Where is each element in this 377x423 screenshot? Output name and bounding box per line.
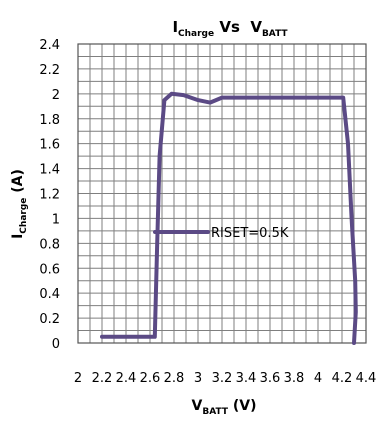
- series-line: [100, 91, 358, 345]
- x-tick-label: 3.2: [212, 371, 233, 386]
- x-tick-label: 3: [194, 371, 202, 386]
- y-tick-label: 1: [52, 212, 60, 227]
- x-tick-label: 2: [74, 371, 82, 386]
- y-tick-label: 2.4: [39, 38, 60, 53]
- chart-grid: [77, 43, 367, 344]
- x-tick-label: 2.8: [164, 371, 185, 386]
- x-axis-label: VBATT (V): [192, 398, 257, 417]
- y-tick-label: 0.8: [39, 237, 60, 252]
- y-tick-label: 1.4: [39, 163, 60, 178]
- x-tick-label: 3.4: [236, 371, 257, 386]
- series-lines: [100, 91, 358, 345]
- y-tick-label: 1.2: [39, 188, 60, 203]
- legend: RISET=0.5K: [153, 226, 289, 241]
- y-tick-label: 0: [52, 337, 60, 352]
- x-tick-label: 3.8: [284, 371, 305, 386]
- y-tick-label: 1.6: [39, 138, 60, 153]
- chart-title: ICharge Vs VBATT: [172, 18, 288, 39]
- x-tick-label: 4.2: [332, 371, 353, 386]
- y-axis-label: ICharge (A): [10, 169, 29, 239]
- y-tick-label: 2.2: [39, 63, 60, 78]
- y-tick-label: 0.2: [39, 312, 60, 327]
- x-tick-label: 2.6: [140, 371, 161, 386]
- y-tick-label: 0.4: [39, 287, 60, 302]
- plot-border-rect: [77, 43, 367, 344]
- plot-area-border: [77, 43, 367, 344]
- x-tick-label: 2.4: [116, 371, 137, 386]
- x-tick-label: 3.6: [260, 371, 281, 386]
- y-axis-ticks: 0 0.2 0.4 0.6 0.8 1 1.2 1.4 1.6 1.8 2 2.2 2.4: [39, 38, 60, 352]
- y-tick-label: 2: [52, 88, 60, 103]
- x-axis-ticks: 2 2.2 2.4 2.6 2.8 3 3.2 3.4 3.6 3.8 4 4.2 4.4: [74, 371, 376, 386]
- y-tick-label: 1.8: [39, 113, 60, 128]
- y-tick-label: 0.6: [39, 262, 60, 277]
- legend-label: RISET=0.5K: [211, 226, 289, 241]
- x-tick-label: 4: [314, 371, 322, 386]
- x-tick-label: 4.4: [356, 371, 377, 386]
- x-tick-label: 2.2: [92, 371, 113, 386]
